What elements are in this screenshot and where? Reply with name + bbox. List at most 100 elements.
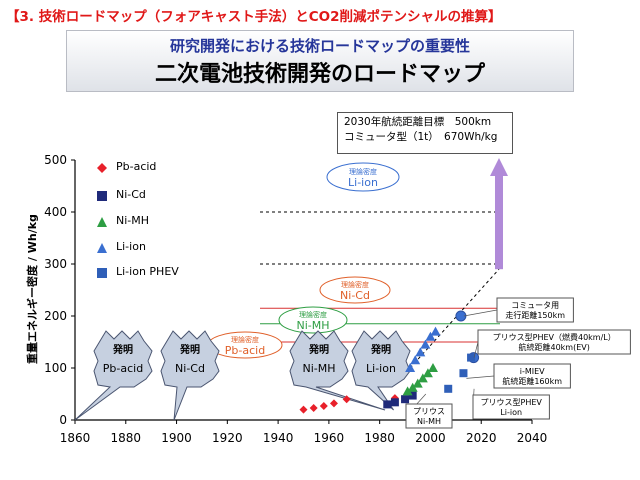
data-point xyxy=(405,363,416,372)
diamond-icon xyxy=(94,161,110,175)
invention-battery-name: Ni-Cd xyxy=(175,362,205,375)
data-point xyxy=(412,378,423,388)
theoretical-density-name: Ni-MH xyxy=(296,319,329,332)
invention-battery-name: Pb-acid xyxy=(103,362,143,375)
theoretical-density-label: 理論密度 xyxy=(299,310,327,319)
y-tick-label: 400 xyxy=(44,205,67,219)
x-tick-label: 1920 xyxy=(212,431,243,445)
annotation-box xyxy=(405,403,453,429)
x-tick-label: 1860 xyxy=(60,431,91,445)
data-point xyxy=(425,331,436,341)
annotation-box xyxy=(477,329,631,355)
x-tick-label: 2040 xyxy=(517,431,548,445)
data-point xyxy=(422,368,433,378)
burst-shape xyxy=(289,330,386,411)
y-axis-label: 重量エネルギー密度 / Wh/kg xyxy=(26,214,39,364)
x-tick-label: 1940 xyxy=(263,431,294,445)
data-point xyxy=(427,363,438,372)
data-point xyxy=(417,373,428,383)
annotation-box xyxy=(496,297,574,323)
annotation-text: Ni-MH xyxy=(417,417,441,426)
theoretical-density-label: 理論密度 xyxy=(341,280,369,289)
data-point xyxy=(420,339,431,349)
y-tick-label: 200 xyxy=(44,309,67,323)
invention-label: 発明 xyxy=(112,343,133,356)
invention-callout: 発明 Ni-Cd xyxy=(160,330,220,421)
page-title: 二次電池技術開発のロードマップ xyxy=(154,62,485,87)
square-icon xyxy=(94,266,110,280)
annotation-leader xyxy=(466,375,495,379)
data-point xyxy=(383,400,392,409)
legend-label: Li-ion PHEV xyxy=(116,265,179,278)
invention-callout: 発明 Li-ion xyxy=(351,330,411,411)
annotation-text: コミュータ用 xyxy=(511,301,559,310)
annotation-text: プリウス型PHEV xyxy=(481,398,543,407)
theoretical-density-name: Pb-acid xyxy=(225,344,265,357)
square-icon xyxy=(94,189,110,203)
target-arrow-head xyxy=(489,158,508,176)
annotation-box xyxy=(493,363,571,389)
x-tick-label: 1980 xyxy=(364,431,395,445)
invention-label: 発明 xyxy=(308,343,329,356)
invention-callout: 発明 Pb-acid xyxy=(74,330,153,421)
annotation-text: 走行距離150km xyxy=(505,310,565,320)
theoretical-density-ellipse xyxy=(278,306,348,334)
data-point xyxy=(459,369,468,378)
triangle-icon xyxy=(94,215,110,229)
invention-label: 発明 xyxy=(179,343,200,356)
theoretical-density-name: Li-ion xyxy=(348,176,378,189)
y-tick-label: 500 xyxy=(44,153,67,167)
data-point xyxy=(329,399,338,408)
data-point xyxy=(407,382,418,392)
data-point xyxy=(319,401,328,410)
data-point xyxy=(402,386,413,396)
x-tick-label: 2000 xyxy=(415,431,446,445)
invention-battery-name: Ni-MH xyxy=(302,362,335,375)
theoretical-density-ellipse xyxy=(319,276,391,304)
y-tick-label: 100 xyxy=(44,361,67,375)
burst-shape xyxy=(74,330,153,421)
x-tick-label: 1880 xyxy=(111,431,142,445)
burst-shape xyxy=(351,330,411,411)
title-box: 研究開発における技術ロードマップの重要性 二次電池技術開発のロードマップ xyxy=(66,30,574,92)
annotation-text: プリウス xyxy=(413,407,445,416)
x-tick-label: 1900 xyxy=(161,431,192,445)
data-point xyxy=(408,391,417,400)
annotation-box xyxy=(472,394,550,420)
data-point xyxy=(415,347,426,357)
annotation-text: i-MIEV xyxy=(520,367,545,376)
trend-line xyxy=(409,268,500,369)
data-point xyxy=(342,395,351,404)
data-point xyxy=(444,384,453,393)
x-tick-label: 1960 xyxy=(314,431,345,445)
annotation-leader xyxy=(463,309,498,317)
x-tick-label: 2020 xyxy=(466,431,497,445)
annotation-text: 航続距離160km xyxy=(502,376,562,386)
invention-callout: 発明 Ni-MH xyxy=(289,330,386,411)
y-tick-label: 300 xyxy=(44,257,67,271)
invention-label: 発明 xyxy=(370,343,391,356)
theoretical-density-label: 理論密度 xyxy=(231,335,259,344)
theoretical-density-name: Ni-Cd xyxy=(340,289,370,302)
annotation-text: Li-ion xyxy=(500,408,522,417)
theoretical-density-label: 理論密度 xyxy=(349,167,377,176)
target-arrow-shaft xyxy=(494,174,503,270)
data-point xyxy=(430,326,441,336)
legend-label: Ni-MH xyxy=(116,214,150,227)
data-point xyxy=(299,405,308,414)
burst-shape xyxy=(160,330,220,421)
invention-battery-name: Li-ion xyxy=(366,362,396,375)
roadmap-point xyxy=(455,310,467,322)
target-line-2: コミュータ型（1t） 670Wh/kg xyxy=(344,131,498,143)
y-tick-label: 0 xyxy=(59,413,67,427)
triangle-icon xyxy=(94,241,110,255)
annotation-leader xyxy=(473,341,479,358)
subtitle: 研究開発における技術ロードマップの重要性 xyxy=(169,37,470,55)
slide-header-text: 【3. 技術ロードマップ（フォアキャスト手法）とCO2削減ポテンシャルの推算】 xyxy=(6,9,502,25)
data-point xyxy=(390,398,399,407)
theoretical-density-ellipse xyxy=(326,162,400,192)
legend-label: Pb-acid xyxy=(116,160,157,173)
legend-label: Ni-Cd xyxy=(116,188,146,201)
data-point xyxy=(410,355,421,365)
